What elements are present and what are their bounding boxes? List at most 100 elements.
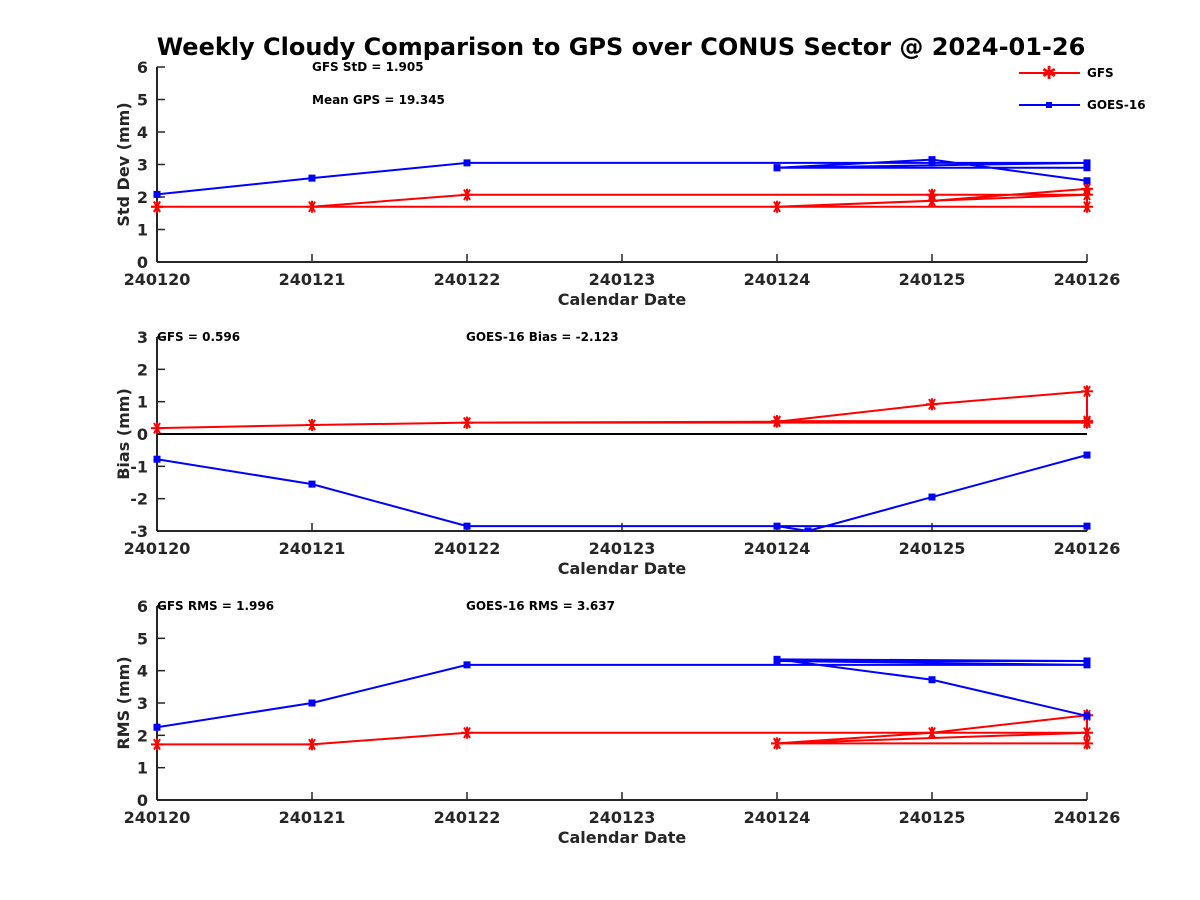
rms-x-tick-label: 240123 [589,808,656,827]
rms-y-tick-label: 5 [137,629,148,648]
bias-series-gfs-point [151,422,163,435]
stddev-x-tick-label: 240124 [744,270,811,289]
legend-gfs-label: GFS [1087,66,1114,80]
rms-x-tick-label: 240126 [1054,808,1121,827]
bias-series-gfs-point [1081,385,1093,398]
bias-series-gfs-point [771,415,783,428]
rms-x-tick-label: 240122 [434,808,501,827]
bias-annotation: GOES-16 Bias = -2.123 [466,330,619,344]
stddev-series-goes-16-point [1083,177,1091,185]
bias-data-area [151,385,1093,531]
rms-x-tick-label: 240121 [279,808,346,827]
stddev-y-tick-label: 3 [137,156,148,175]
bias-series-goes-16-point [1083,451,1091,459]
rms-series-goes-16-point [773,655,781,663]
bias-series-goes-16-line [156,454,1088,531]
figure-title: Weekly Cloudy Comparison to GPS over CON… [157,33,1086,61]
rms-annotation: GOES-16 RMS = 3.637 [466,599,615,613]
rms-x-tick-label: 240120 [124,808,191,827]
bias-series-gfs-point [1081,416,1093,429]
stddev-y-tick-label: 0 [137,253,148,272]
bias-x-axis-label: Calendar Date [558,559,687,578]
rms-series-goes-16-point [928,676,936,684]
stddev-y-tick-label: 2 [137,188,148,207]
legend-gfs-marker: ✱ [1041,63,1056,84]
rms-annotation: GFS RMS = 1.996 [157,599,274,613]
stddev-series-goes-16-point [928,156,936,164]
bias-series-goes-16-point [1083,522,1091,530]
stddev-y-tick-label: 5 [137,91,148,110]
stddev-series-gfs-point [461,188,473,201]
stddev-series-goes-16-point [308,174,316,182]
bias-x-tick-label: 240123 [589,539,656,558]
rms-series-goes-16-point [463,661,471,669]
rms-y-tick-label: 3 [137,694,148,713]
stddev-series-goes-16-point [153,190,161,198]
rms-y-tick-label: 0 [137,791,148,810]
bias-series-goes-16-point [928,493,936,501]
bias-series-gfs-point [926,398,938,411]
bias-y-tick-label: -2 [130,490,148,509]
stddev-y-axis-label: Std Dev (mm) [114,102,133,226]
bias-panel: -3 -2 -1 0 1 2 3 240120 240121 240122 240123 240124… [114,328,1120,578]
bias-x-tick-label: 240120 [124,539,191,558]
rms-series-gfs-point [461,726,473,739]
stddev-series-goes-16-point [1083,159,1091,167]
stddev-series-gfs-point [306,200,318,213]
stddev-x-tick-label: 240122 [434,270,501,289]
stddev-series-goes-16-point [1083,164,1091,172]
stddev-data-area [151,156,1093,213]
stddev-series-goes-16-line [156,158,1088,196]
rms-series-gfs-point [1081,726,1093,739]
rms-series-goes-16-point [1083,657,1091,665]
bias-y-axis-label: Bias (mm) [114,388,133,480]
bias-y-tick-label: 1 [137,393,148,412]
bias-y-tick-label: 2 [137,360,148,379]
stddev-series-goes-16-point [773,164,781,172]
stddev-x-tick-label: 240120 [124,270,191,289]
bias-x-tick-label: 240126 [1054,539,1121,558]
rms-series-gfs-line [157,714,1088,746]
stddev-series-gfs-point [1081,200,1093,213]
rms-series-gfs-point [151,738,163,751]
rms-y-tick-label: 2 [137,726,148,745]
stddev-series-gfs-point [926,194,938,207]
bias-y-tick-label: 0 [137,425,148,444]
bias-y-tick-label: -1 [130,457,148,476]
stddev-series-gfs-point [151,200,163,213]
stddev-y-tick-label: 1 [137,221,148,240]
rms-series-gfs-point [1081,737,1093,750]
rms-y-tick-label: 4 [137,662,148,681]
rms-series-goes-16-point [308,699,316,707]
rms-x-tick-label: 240124 [744,808,811,827]
rms-series-gfs-point [306,738,318,751]
stddev-series-gfs-point [1081,182,1093,195]
bias-series-goes-16-point [773,522,781,530]
stddev-annotation: GFS StD = 1.905 [312,60,424,74]
bias-x-tick-label: 240121 [279,539,346,558]
bias-series-goes-16-point [463,522,471,530]
bias-series-goes-16-point [308,480,316,488]
stddev-series-gfs-point [771,200,783,213]
bias-series-gfs-point [306,418,318,431]
rms-series-gfs-point [926,726,938,739]
rms-y-axis-label: RMS (mm) [114,656,133,749]
rms-data-area [151,655,1093,751]
rms-series-goes-16-line [156,658,1088,729]
stddev-x-tick-label: 240125 [899,270,966,289]
stddev-series-goes-16-point [463,159,471,167]
stddev-x-tick-label: 240123 [589,270,656,289]
rms-series-goes-16-point [1083,661,1091,669]
rms-x-axis-label: Calendar Date [558,828,687,847]
rms-y-tick-label: 1 [137,759,148,778]
stddev-x-tick-label: 240126 [1054,270,1121,289]
rms-series-goes-16-point [153,723,161,731]
bias-series-goes-16-point [804,527,812,531]
stddev-x-tick-label: 240121 [279,270,346,289]
stddev-annotation: Mean GPS = 19.345 [312,93,445,107]
rms-panel: 0 1 2 3 4 5 6 240120 240121 240122 240123 240124 240… [114,597,1120,847]
bias-x-tick-label: 240124 [744,539,811,558]
bias-series-goes-16-point [153,455,161,463]
bias-x-tick-label: 240122 [434,539,501,558]
